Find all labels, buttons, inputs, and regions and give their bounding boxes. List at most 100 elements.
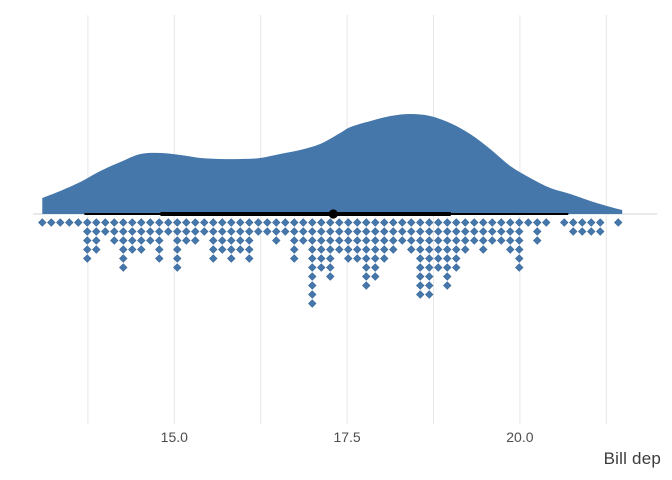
data-dot — [335, 218, 344, 227]
data-dot — [146, 218, 155, 227]
data-dot — [362, 236, 371, 245]
data-dot — [128, 218, 137, 227]
data-dot — [317, 218, 326, 227]
data-dot — [290, 218, 299, 227]
data-dot — [461, 227, 470, 236]
data-dot — [272, 227, 281, 236]
data-dot — [515, 227, 524, 236]
data-dot — [533, 236, 542, 245]
data-dot — [155, 218, 164, 227]
data-dot — [299, 227, 308, 236]
data-dot — [83, 227, 92, 236]
data-dot — [308, 263, 317, 272]
data-dot — [380, 218, 389, 227]
data-dot — [335, 227, 344, 236]
data-dot — [173, 263, 182, 272]
data-dot — [236, 218, 245, 227]
data-dot — [353, 236, 362, 245]
data-dot — [317, 227, 326, 236]
data-dot — [209, 254, 218, 263]
data-dot — [164, 227, 173, 236]
data-dot — [308, 281, 317, 290]
data-dot — [128, 245, 137, 254]
data-dot — [488, 218, 497, 227]
data-dot — [434, 263, 443, 272]
data-dot — [317, 245, 326, 254]
data-dot — [344, 227, 353, 236]
data-dot — [506, 227, 515, 236]
data-dot — [326, 254, 335, 263]
data-dot — [191, 236, 200, 245]
data-dot — [515, 236, 524, 245]
data-dot — [173, 245, 182, 254]
data-dot — [425, 272, 434, 281]
data-dot — [317, 254, 326, 263]
data-dot — [425, 281, 434, 290]
data-dot — [209, 245, 218, 254]
data-dot — [38, 218, 47, 227]
data-dot — [317, 263, 326, 272]
data-dot — [308, 236, 317, 245]
data-dot — [326, 227, 335, 236]
data-dot — [452, 263, 461, 272]
data-dot — [380, 245, 389, 254]
data-dot — [326, 272, 335, 281]
data-dot — [506, 218, 515, 227]
data-dot — [326, 263, 335, 272]
data-dot — [416, 281, 425, 290]
data-dot — [128, 236, 137, 245]
data-dot — [308, 299, 317, 308]
data-dot — [614, 218, 623, 227]
data-dot — [281, 227, 290, 236]
data-dot — [335, 236, 344, 245]
data-dot — [506, 245, 515, 254]
data-dot — [209, 218, 218, 227]
data-dot — [425, 227, 434, 236]
data-dot — [218, 236, 227, 245]
data-dot — [173, 218, 182, 227]
data-dot — [344, 254, 353, 263]
data-dot — [236, 245, 245, 254]
data-dot — [434, 218, 443, 227]
data-dot — [326, 236, 335, 245]
data-dot — [443, 281, 452, 290]
data-dot — [398, 218, 407, 227]
x-tick-label: 15.0 — [161, 429, 188, 445]
data-dot — [272, 236, 281, 245]
data-dot — [263, 218, 272, 227]
data-dot — [362, 272, 371, 281]
data-dot — [416, 272, 425, 281]
data-dot — [227, 245, 236, 254]
data-dot — [488, 236, 497, 245]
data-dot — [110, 227, 119, 236]
data-dot — [236, 227, 245, 236]
data-dot — [128, 227, 137, 236]
data-dot — [425, 290, 434, 299]
data-dot — [542, 218, 551, 227]
data-dot — [371, 263, 380, 272]
data-dot — [380, 236, 389, 245]
data-dot — [344, 218, 353, 227]
data-dot — [524, 218, 533, 227]
data-dot — [416, 263, 425, 272]
data-dot — [362, 218, 371, 227]
data-dot — [470, 236, 479, 245]
data-dot — [452, 227, 461, 236]
data-dot — [119, 245, 128, 254]
data-dot — [218, 245, 227, 254]
data-dot — [569, 227, 578, 236]
data-dot — [308, 218, 317, 227]
data-dot — [515, 245, 524, 254]
data-dot — [479, 236, 488, 245]
data-dot — [173, 254, 182, 263]
data-dot — [236, 236, 245, 245]
data-dot — [326, 245, 335, 254]
data-dot — [245, 218, 254, 227]
data-dot — [182, 236, 191, 245]
data-dot — [371, 227, 380, 236]
data-dot — [416, 218, 425, 227]
data-dot — [398, 227, 407, 236]
data-dot — [83, 254, 92, 263]
data-dot — [353, 254, 362, 263]
